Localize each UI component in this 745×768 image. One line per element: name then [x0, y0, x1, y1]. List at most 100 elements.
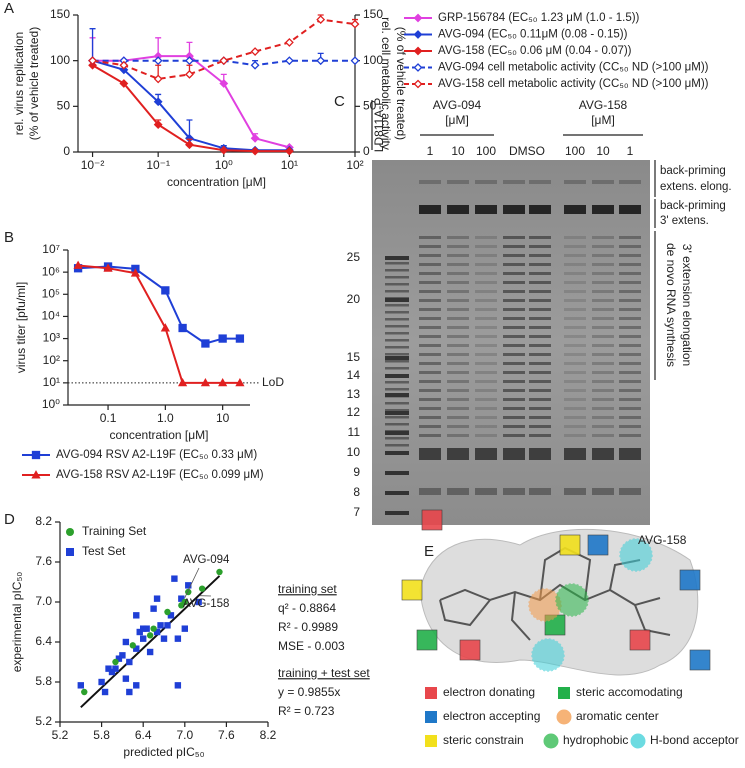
band — [475, 308, 497, 311]
legend-label: AVG-158 RSV A2-L19F (EC₅₀ 0.099 μM) — [56, 469, 264, 481]
legend-marker — [31, 470, 41, 479]
marker — [218, 378, 228, 387]
legend-label: AVG-158 (EC₅₀ 0.06 μM (0.04 - 0.07)) — [438, 45, 632, 57]
feature — [401, 579, 423, 601]
band — [447, 263, 469, 266]
legend-swatch — [630, 733, 646, 749]
ladder-band — [385, 346, 409, 349]
legend-label: H-bond acceptor — [650, 733, 739, 747]
feature — [559, 534, 581, 556]
marker — [103, 263, 113, 272]
band — [564, 407, 586, 410]
legend-label: Test Set — [82, 544, 126, 558]
band — [503, 245, 525, 248]
band — [529, 205, 551, 214]
band — [619, 335, 641, 338]
band — [619, 281, 641, 284]
band — [592, 380, 614, 383]
marker — [178, 323, 187, 333]
marker — [250, 133, 260, 143]
marker — [143, 625, 150, 632]
band — [419, 290, 441, 293]
group-unit: [μM] — [591, 113, 615, 127]
marker — [150, 625, 157, 632]
band — [592, 263, 614, 266]
band — [564, 254, 586, 257]
x-tick-label: 10² — [346, 158, 363, 172]
annotation-leader — [184, 567, 200, 598]
marker — [350, 56, 360, 66]
marker — [160, 323, 170, 332]
marker — [81, 688, 88, 696]
x-tick-label: 7.0 — [176, 728, 193, 742]
band — [619, 263, 641, 266]
band — [419, 425, 441, 428]
band — [564, 362, 586, 365]
legend-swatch — [543, 733, 559, 749]
band — [475, 488, 497, 495]
ladder-band — [385, 256, 409, 260]
band — [419, 407, 441, 410]
ladder-band — [385, 411, 409, 415]
band — [447, 344, 469, 347]
marker — [133, 612, 140, 619]
band — [564, 389, 586, 392]
band — [447, 290, 469, 293]
marker — [88, 60, 97, 70]
marker — [350, 19, 360, 29]
annotation: AVG-094 — [183, 554, 230, 566]
band — [564, 344, 586, 347]
band — [475, 245, 497, 248]
marker — [126, 658, 133, 666]
ladder-band — [385, 304, 409, 307]
band — [475, 317, 497, 320]
ligand-label: AVG-158 — [638, 533, 687, 547]
gel-annotation: de novo RNA synthesis — [664, 243, 678, 367]
band — [592, 407, 614, 410]
band — [419, 245, 441, 248]
band — [592, 416, 614, 419]
lane-conc: 1 — [427, 144, 434, 158]
marker — [153, 595, 161, 602]
y-tick-label: 10³ — [43, 331, 60, 345]
band — [529, 362, 551, 365]
band — [592, 245, 614, 248]
group-label: AVG-158 — [579, 98, 628, 112]
marker — [181, 625, 188, 632]
gel-annotation: 3' extension elongation — [680, 244, 694, 366]
band — [447, 416, 469, 419]
ladder-band — [385, 437, 409, 440]
band — [529, 254, 551, 257]
band — [503, 344, 525, 347]
band — [592, 272, 614, 275]
band — [503, 353, 525, 356]
ladder-band — [385, 416, 409, 419]
y-axis-title: experimental pIC₅₀ — [10, 572, 24, 673]
marker — [119, 652, 126, 659]
band — [564, 290, 586, 293]
marker — [112, 665, 119, 672]
band — [419, 236, 441, 239]
x-tick-label: 5.2 — [52, 728, 69, 742]
marker — [235, 334, 245, 343]
ladder-band — [385, 283, 409, 286]
band — [447, 236, 469, 239]
band — [564, 434, 586, 437]
band — [419, 416, 441, 419]
marker — [153, 120, 163, 130]
band — [475, 299, 497, 302]
band — [592, 344, 614, 347]
band — [564, 371, 586, 374]
marker — [198, 585, 206, 592]
band — [419, 389, 441, 392]
marker — [115, 655, 123, 662]
band — [503, 205, 525, 214]
feature — [459, 639, 481, 661]
marker — [185, 582, 192, 589]
y2-tick-label: 100 — [363, 53, 383, 67]
band — [529, 180, 551, 184]
band — [475, 448, 497, 460]
marker — [235, 378, 245, 387]
marker — [126, 688, 133, 696]
band — [529, 308, 551, 311]
